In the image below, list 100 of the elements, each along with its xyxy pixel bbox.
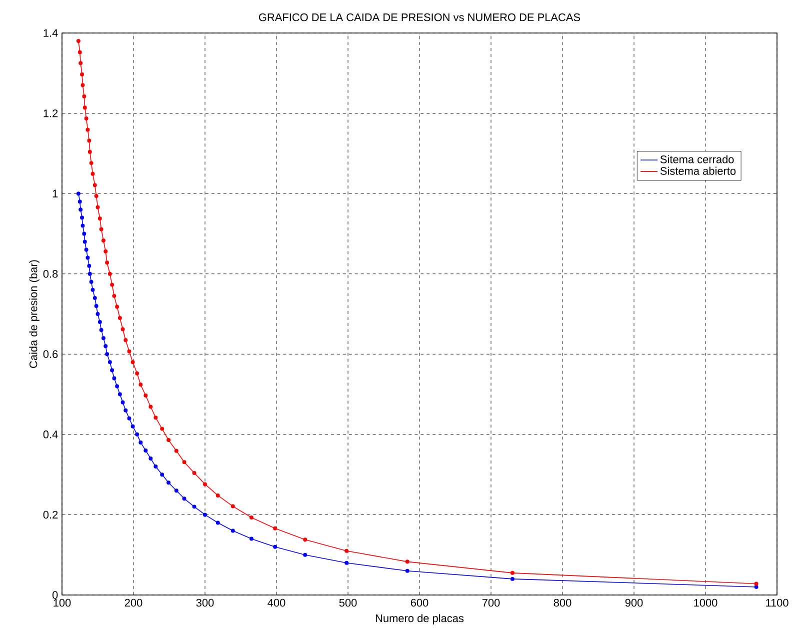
point xyxy=(105,260,110,265)
point xyxy=(104,249,108,254)
point xyxy=(160,426,164,431)
point xyxy=(120,400,125,404)
chart-title: GRAFICO DE LA CAIDA DE PRESION vs NUMERO DE PLACAS xyxy=(258,13,580,22)
point xyxy=(94,194,98,198)
point xyxy=(154,416,158,420)
point xyxy=(216,493,220,498)
point xyxy=(303,538,308,542)
point xyxy=(754,584,758,589)
point xyxy=(273,544,278,549)
point xyxy=(135,432,140,436)
point xyxy=(82,240,87,244)
point xyxy=(78,208,83,212)
point xyxy=(249,516,254,520)
point xyxy=(88,272,92,276)
point xyxy=(120,327,125,332)
point xyxy=(88,150,92,154)
point xyxy=(249,536,254,541)
y-tick-label: 1.4 xyxy=(44,29,58,37)
y-tick-label: 0.4 xyxy=(43,430,58,438)
point xyxy=(118,316,122,320)
point xyxy=(192,504,196,509)
point xyxy=(99,227,104,232)
point xyxy=(87,138,92,143)
point xyxy=(82,106,87,110)
point xyxy=(90,172,95,176)
point xyxy=(92,296,97,300)
point xyxy=(98,216,102,220)
x-tick-label: 200 xyxy=(124,598,142,607)
point xyxy=(80,72,84,76)
x-axis-title: Numero de placas xyxy=(376,614,464,624)
point xyxy=(89,161,94,166)
point xyxy=(273,526,278,530)
x-tick-label: 1000 xyxy=(694,598,718,607)
point xyxy=(96,312,100,316)
point xyxy=(98,320,102,324)
point xyxy=(108,272,112,276)
point xyxy=(86,128,90,132)
point xyxy=(110,368,114,372)
point xyxy=(230,528,235,533)
x-tick-label: 400 xyxy=(268,598,286,607)
point xyxy=(182,496,186,501)
point xyxy=(124,338,128,342)
point xyxy=(405,560,410,564)
x-tick-label: 600 xyxy=(410,598,428,607)
point xyxy=(754,582,758,586)
point xyxy=(90,288,95,292)
point xyxy=(203,482,207,486)
point xyxy=(82,94,86,98)
point xyxy=(76,192,80,196)
point xyxy=(182,460,186,464)
point xyxy=(76,39,80,44)
point xyxy=(230,504,235,508)
x-tick-label: 300 xyxy=(196,598,214,607)
point xyxy=(99,328,104,332)
y-tick-label: 1 xyxy=(52,190,58,198)
point xyxy=(78,61,83,66)
point xyxy=(110,282,114,287)
point xyxy=(144,448,148,452)
point xyxy=(130,424,135,428)
point xyxy=(115,304,120,309)
point xyxy=(203,512,207,517)
point xyxy=(127,349,132,354)
point xyxy=(82,232,86,236)
point xyxy=(405,568,410,573)
point xyxy=(89,280,94,284)
x-tick-label: 800 xyxy=(554,598,572,607)
point xyxy=(92,183,97,188)
point xyxy=(78,50,82,54)
point xyxy=(174,488,178,493)
point xyxy=(174,448,178,453)
point xyxy=(96,205,100,210)
point xyxy=(94,304,98,308)
point xyxy=(80,216,84,220)
legend-label: Sistema abierto xyxy=(660,166,736,175)
point xyxy=(148,404,153,409)
point xyxy=(130,360,135,364)
point xyxy=(101,238,106,243)
point xyxy=(108,360,112,364)
point xyxy=(104,344,108,348)
point xyxy=(148,456,153,461)
point xyxy=(138,382,143,387)
y-tick-label: 0 xyxy=(52,591,58,599)
y-tick-label: 0.6 xyxy=(43,350,58,358)
point xyxy=(303,552,308,557)
point xyxy=(510,570,514,575)
point xyxy=(78,200,82,204)
point xyxy=(112,294,116,298)
point xyxy=(124,408,128,412)
point xyxy=(86,256,90,260)
point xyxy=(166,438,171,442)
point xyxy=(112,376,116,380)
legend-label: Sitema cerrado xyxy=(660,155,734,164)
point xyxy=(135,371,140,376)
point xyxy=(160,472,164,477)
point xyxy=(344,560,349,565)
point xyxy=(166,480,171,485)
y-axis-title: Caida de presion (bar) xyxy=(29,260,40,368)
point xyxy=(105,352,110,356)
